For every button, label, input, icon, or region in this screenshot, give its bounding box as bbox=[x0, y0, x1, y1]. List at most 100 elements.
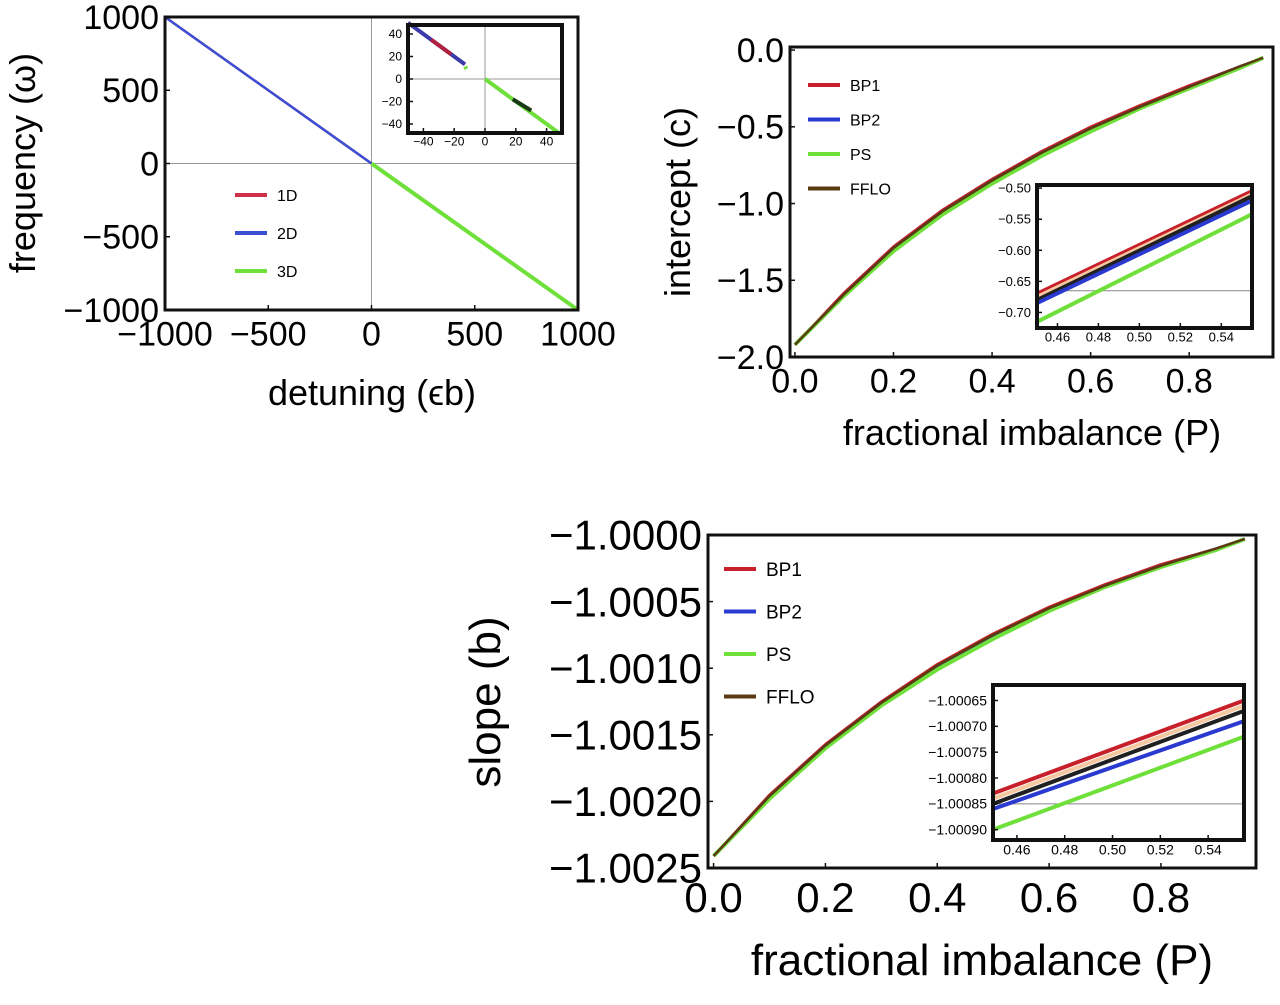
panel-c-xtick-label: 0.4 bbox=[908, 874, 966, 921]
panel-b-inset-ytick-label: −0.50 bbox=[998, 181, 1031, 196]
panel-c-frame bbox=[706, 533, 1258, 870]
panel-c-inset-ytick-label: −1.00090 bbox=[928, 822, 987, 838]
panel-b-inset-series-3 bbox=[1036, 198, 1253, 305]
panel-a-inset-xtick-label: 40 bbox=[540, 135, 554, 149]
panel-b-inset-series-4 bbox=[1036, 212, 1253, 324]
legend-label-2D: 2D bbox=[277, 226, 297, 243]
legend-label-FFLO: FFLO bbox=[766, 688, 815, 709]
panel-a-inset-series-4 bbox=[511, 97, 533, 113]
panel-a-inset-ytick-label: −20 bbox=[382, 95, 403, 109]
panel-a-xtick-label: −1000 bbox=[117, 316, 213, 354]
panel-c-inset: 0.46 0.48 0.50 0.52 0.54 −1.00090 −1.00085 −1.0… bbox=[928, 683, 1246, 858]
panel-a-inset-ytick-label: 0 bbox=[395, 72, 402, 86]
panel-c-ytick-label: −1.0025 bbox=[549, 845, 702, 892]
panel-c-inset-xtick-label: 0.52 bbox=[1147, 842, 1174, 858]
panel-c-xtick-label: 0.8 bbox=[1132, 874, 1190, 921]
panel-c-xtick-label: 0.6 bbox=[1020, 874, 1078, 921]
panel-b: 0.0 0.2 0.4 0.6 0.8−2.0−1.5−1.0−0.50.00.46 0.… bbox=[657, 32, 1275, 453]
panel-b-inset-xtick-label: 0.46 bbox=[1045, 330, 1070, 345]
panel-a-series-3D bbox=[370, 161, 580, 312]
panel-a-legend: 1D 2D 3D bbox=[235, 188, 297, 281]
panel-b-series-FFLO bbox=[794, 56, 1264, 346]
panel-b-inset-xtick-label: 0.54 bbox=[1209, 330, 1234, 345]
panel-b-xlabel: fractional imbalance (P) bbox=[843, 412, 1221, 453]
panel-b-xtick-label: 0.6 bbox=[1067, 363, 1114, 401]
panel-b-inset-xtick-label: 0.50 bbox=[1127, 330, 1152, 345]
legend-label-1D: 1D bbox=[277, 188, 297, 205]
panel-b-inset-series-2 bbox=[1036, 194, 1253, 302]
panel-a-ytick-label: 1000 bbox=[83, 0, 159, 37]
panel-c-ytick-label: −1.0005 bbox=[549, 578, 702, 625]
panel-c-ytick-label: −1.0010 bbox=[549, 645, 702, 692]
panel-b-inset-xtick-label: 0.52 bbox=[1168, 330, 1193, 345]
panel-b-ytick-label: 0.0 bbox=[737, 32, 784, 70]
panel-c-inset-ytick-label: −1.00065 bbox=[928, 692, 987, 708]
panel-c-ylabel: slope (b) bbox=[461, 616, 510, 787]
panel-a-ytick-label: −500 bbox=[82, 219, 159, 257]
panel-b-inset-frame bbox=[1035, 183, 1254, 330]
panel-c-inset-ytick-label: −1.00070 bbox=[928, 718, 987, 734]
panel-a-xtick-label: −500 bbox=[230, 316, 307, 354]
panel-a-series-2D bbox=[164, 15, 373, 165]
panel-a-inset-xtick-label: −20 bbox=[444, 135, 465, 149]
panel-c: 0.0 0.2 0.4 0.6 0.8 −1.0025 −1.0020 −1.0015 −1.0… bbox=[461, 512, 1258, 985]
panel-c-inset-xtick-label: 0.54 bbox=[1195, 842, 1222, 858]
panel-c-inset-series-2 bbox=[992, 708, 1245, 806]
panel-c-legend: BP1 BP2 PS FFLO bbox=[724, 560, 815, 709]
panel-a-inset: −40 −20 0 20 40 −40 −20 0 20 40 bbox=[382, 21, 564, 149]
panel-a-ytick-label: −1000 bbox=[64, 292, 160, 330]
panel-c-xtick-label: 0.0 bbox=[684, 874, 742, 921]
panel-b-xtick-label: 0.8 bbox=[1166, 363, 1213, 401]
panel-a-xtick-label: 0 bbox=[362, 316, 381, 354]
panel-a-ytick-label: 0 bbox=[140, 145, 159, 183]
panel-a-xtick-label: 1000 bbox=[540, 316, 616, 354]
panel-a-ytick-label: 500 bbox=[102, 72, 159, 110]
panel-b-legend: BP1 BP2 PS FFLO bbox=[808, 78, 891, 199]
panel-c-xlabel: fractional imbalance (P) bbox=[751, 936, 1213, 985]
legend-label-BP2: BP2 bbox=[850, 113, 880, 130]
panel-a-inset-ytick-label: 20 bbox=[389, 50, 403, 64]
legend-label-BP1: BP1 bbox=[850, 78, 880, 95]
panel-c-inset-series-0 bbox=[992, 698, 1245, 796]
panel-c-inset-frame bbox=[991, 683, 1246, 842]
panel-c-ytick-label: −1.0015 bbox=[549, 712, 702, 759]
panel-c-ytick-label: −1.0020 bbox=[549, 778, 702, 825]
panel-c-inset-ytick-label: −1.00085 bbox=[928, 796, 987, 812]
panel-b-ytick-label: −1.0 bbox=[717, 185, 784, 223]
panel-b-ytick-label: −2.0 bbox=[717, 339, 784, 377]
panel-a-inset-series-1 bbox=[429, 38, 453, 56]
panel-b-series-PS bbox=[793, 55, 1264, 347]
panel-b-ytick-label: −1.5 bbox=[717, 262, 784, 300]
legend-label-BP1: BP1 bbox=[766, 560, 802, 581]
panel-b-xtick-label: 0.0 bbox=[771, 363, 818, 401]
panel-c-inset-xtick-label: 0.46 bbox=[1003, 842, 1030, 858]
panel-c-series-PS bbox=[712, 537, 1246, 858]
panel-b-inset-ytick-label: −0.55 bbox=[998, 212, 1031, 227]
panel-a-inset-xtick-label: 0 bbox=[482, 135, 489, 149]
legend-label-FFLO: FFLO bbox=[850, 182, 891, 199]
panel-c-inset-series-1 bbox=[992, 703, 1245, 801]
panel-b-inset: 0.46 0.48 0.50 0.52 0.54 −0.70 −0.65 −0.60 −0.55… bbox=[998, 181, 1254, 345]
legend-label-3D: 3D bbox=[277, 264, 297, 281]
panel-a-inset-ytick-label: −40 bbox=[382, 117, 403, 131]
panel-b-inset-ytick-label: −0.65 bbox=[998, 274, 1031, 289]
panel-b-inset-ytick-label: −0.70 bbox=[998, 305, 1031, 320]
panel-b-inset-ytick-label: −0.60 bbox=[998, 243, 1031, 258]
panel-c-inset-ytick-label: −1.00080 bbox=[928, 770, 987, 786]
panel-c-inset-series-4 bbox=[992, 734, 1245, 832]
panel-b-inset-series-0 bbox=[1036, 189, 1253, 296]
panel-c-inset-ytick-label: −1.00075 bbox=[928, 744, 987, 760]
panel-a-ylabel: frequency (ω) bbox=[2, 53, 43, 273]
panel-a-xtick-label: 500 bbox=[446, 316, 503, 354]
panel-b-ytick-label: −0.5 bbox=[717, 109, 784, 147]
panel-b-inset-xtick-label: 0.48 bbox=[1086, 330, 1111, 345]
panel-a-inset-ytick-label: 40 bbox=[389, 27, 403, 41]
panel-b-xtick-label: 0.2 bbox=[870, 363, 917, 401]
panel-c-inset-xtick-label: 0.50 bbox=[1099, 842, 1126, 858]
legend-label-PS: PS bbox=[766, 645, 791, 666]
panel-a-inset-xtick-label: 20 bbox=[509, 135, 523, 149]
panel-a-inset-xtick-label: −40 bbox=[413, 135, 434, 149]
panel-a-inset-series-2 bbox=[463, 65, 469, 71]
panel-a: −1000 −500 0 500 1000 −1000 −500 0 500 1000 −40 −20… bbox=[2, 0, 616, 413]
